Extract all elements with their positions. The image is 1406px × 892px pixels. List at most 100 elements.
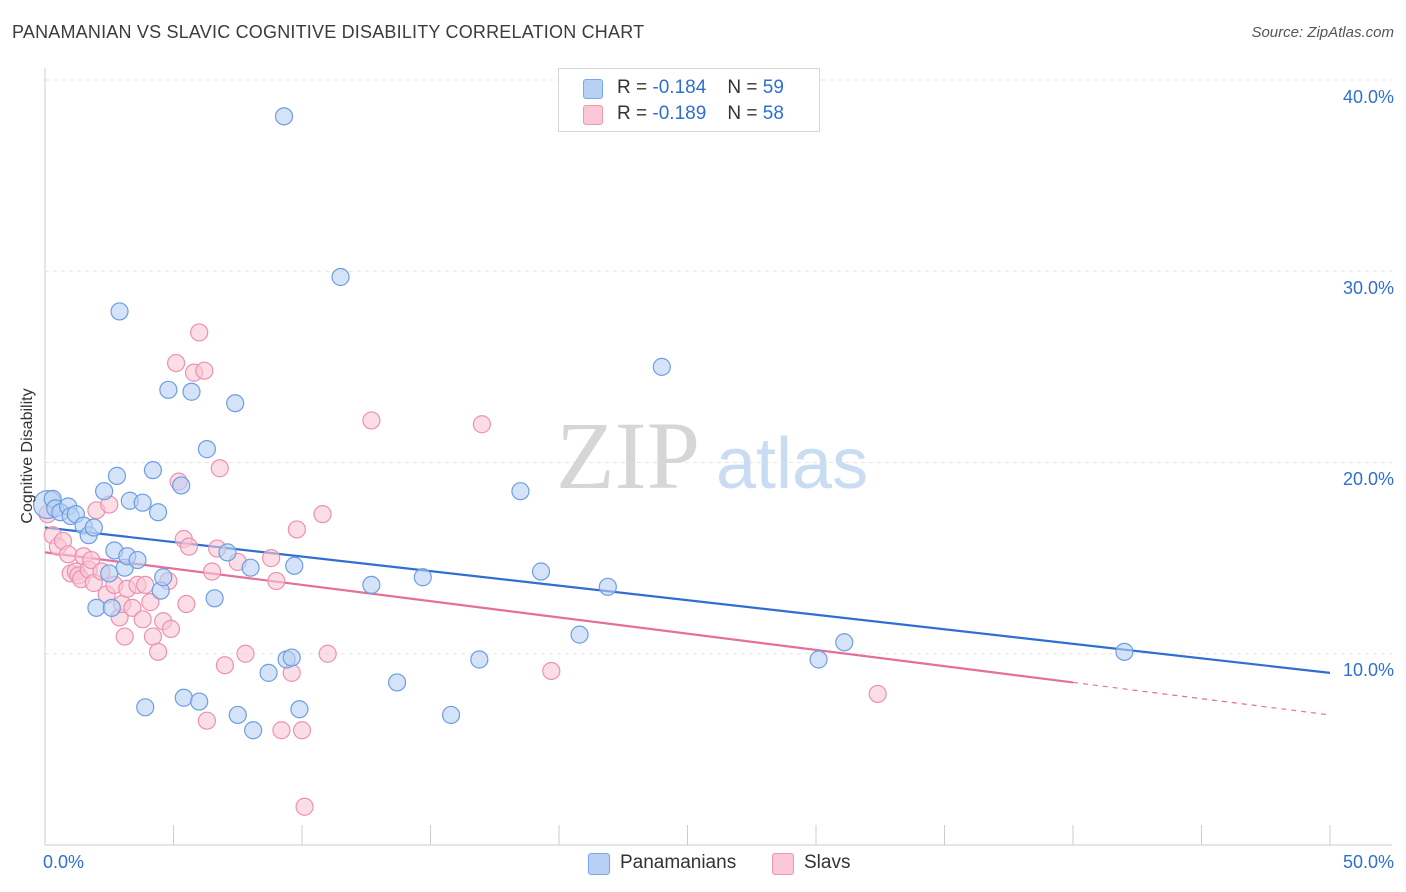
panamanians-point <box>110 302 129 321</box>
panamanians-points <box>32 107 1134 740</box>
watermark: ZIP atlas <box>556 402 868 509</box>
slavs-point <box>215 656 234 675</box>
slavs-point <box>59 545 78 564</box>
slavs-point <box>190 323 209 342</box>
slavs-point <box>267 571 286 591</box>
y-tick-label-10: 10.0% <box>1342 660 1394 680</box>
panamanians-point <box>598 577 617 596</box>
legend-swatch-pink <box>583 105 603 125</box>
panamanians-point <box>107 466 127 485</box>
slavs-point <box>210 459 229 478</box>
panamanians-point <box>197 440 217 459</box>
panamanians-point <box>285 556 304 575</box>
slavs-point <box>868 684 887 704</box>
y-tick-label-20: 20.0% <box>1342 469 1394 489</box>
panamanians-point <box>190 692 209 711</box>
panamanians-point <box>100 564 119 583</box>
slavs-point <box>123 598 142 617</box>
legend-n-label: N = <box>727 77 758 98</box>
slavs-point <box>195 361 214 380</box>
watermark-zip: ZIP <box>556 402 700 509</box>
chart-title: PANAMANIAN VS SLAVIC COGNITIVE DISABILIT… <box>12 22 645 42</box>
panamanians-point <box>331 267 350 287</box>
panamanians-point <box>228 705 247 725</box>
panamanians-point <box>413 568 432 587</box>
legend-swatch-pink <box>772 853 794 875</box>
legend-r-value: -0.189 <box>652 103 707 124</box>
panamanians-point <box>159 380 178 399</box>
panamanians-point <box>809 650 828 669</box>
panamanians-point <box>172 476 191 495</box>
panamanians-point <box>531 562 551 581</box>
slavs-point <box>295 797 314 816</box>
panamanians-point <box>362 575 381 595</box>
panamanians-point <box>835 633 854 652</box>
slavs-point <box>287 520 306 539</box>
slavs-point <box>313 505 332 524</box>
slavs-point <box>143 627 163 646</box>
slavs-point <box>133 610 152 629</box>
y-axis-label: Cognitive Disability <box>19 388 36 524</box>
slavs-point <box>362 411 381 430</box>
series-name: Slavs <box>804 852 851 873</box>
slavs-point <box>179 537 199 556</box>
panamanians-point <box>241 558 260 577</box>
source-credit: Source: ZipAtlas.com <box>1251 24 1394 41</box>
slavs-point <box>472 415 491 434</box>
panamanians-point <box>84 518 103 537</box>
legend-n-label: N = <box>727 103 758 124</box>
legend-swatch-blue <box>583 79 603 99</box>
x-tick-label-min: 0.0% <box>43 852 85 872</box>
legend: R = -0.184 N = 59 R = -0.189 N = 58 <box>558 68 820 132</box>
panamanians-point <box>95 482 114 501</box>
slavs-point <box>542 661 561 681</box>
panamanians-point <box>244 721 263 740</box>
watermark-atlas: atlas <box>716 424 868 504</box>
slavs-trend-line <box>44 551 1074 684</box>
panamanians-point <box>226 394 245 413</box>
panamanians-point <box>570 625 589 644</box>
slavs-point <box>166 353 186 373</box>
panamanians-point <box>182 382 201 401</box>
panamanians-point <box>259 663 278 682</box>
legend-r-label: R = <box>617 77 648 98</box>
slavs-point <box>148 642 168 661</box>
panamanians-trend-line <box>44 526 1331 674</box>
panamanians-point <box>133 493 152 512</box>
panamanians-point <box>470 650 489 669</box>
y-tick-label-40: 40.0% <box>1342 87 1394 107</box>
panamanians-point <box>174 688 193 707</box>
panamanians-point <box>1115 642 1134 661</box>
panamanians-point <box>143 461 163 480</box>
slavs-point <box>197 711 217 730</box>
slavs-point <box>292 721 312 740</box>
slavs-point <box>161 619 181 638</box>
x-tick-label-max: 50.0% <box>1342 852 1394 872</box>
panamanians-point <box>282 648 301 667</box>
legend-r-label: R = <box>617 103 648 124</box>
y-tick-label-30: 30.0% <box>1342 278 1394 298</box>
panamanians-point <box>136 698 155 717</box>
panamanians-point <box>290 700 309 719</box>
panamanians-point <box>218 543 237 562</box>
slavs-point <box>262 549 281 568</box>
slavs-point <box>236 644 255 663</box>
panamanians-point <box>148 503 168 522</box>
legend-n-value: 59 <box>762 77 784 98</box>
series-name: Panamanians <box>620 852 737 873</box>
panamanians-point <box>128 550 147 570</box>
legend-swatch-blue <box>588 853 610 875</box>
legend-r-value: -0.184 <box>652 77 707 98</box>
slavs-point <box>115 627 134 646</box>
panamanians-point <box>205 589 224 608</box>
panamanians-point <box>511 482 530 501</box>
slavs-point <box>177 594 196 614</box>
panamanians-point <box>274 107 294 126</box>
slavs-point <box>318 644 337 663</box>
slavs-point <box>82 550 101 570</box>
legend-n-value: 58 <box>762 103 784 124</box>
panamanians-point <box>154 568 173 587</box>
axes <box>44 68 1392 846</box>
panamanians-point <box>87 598 106 617</box>
